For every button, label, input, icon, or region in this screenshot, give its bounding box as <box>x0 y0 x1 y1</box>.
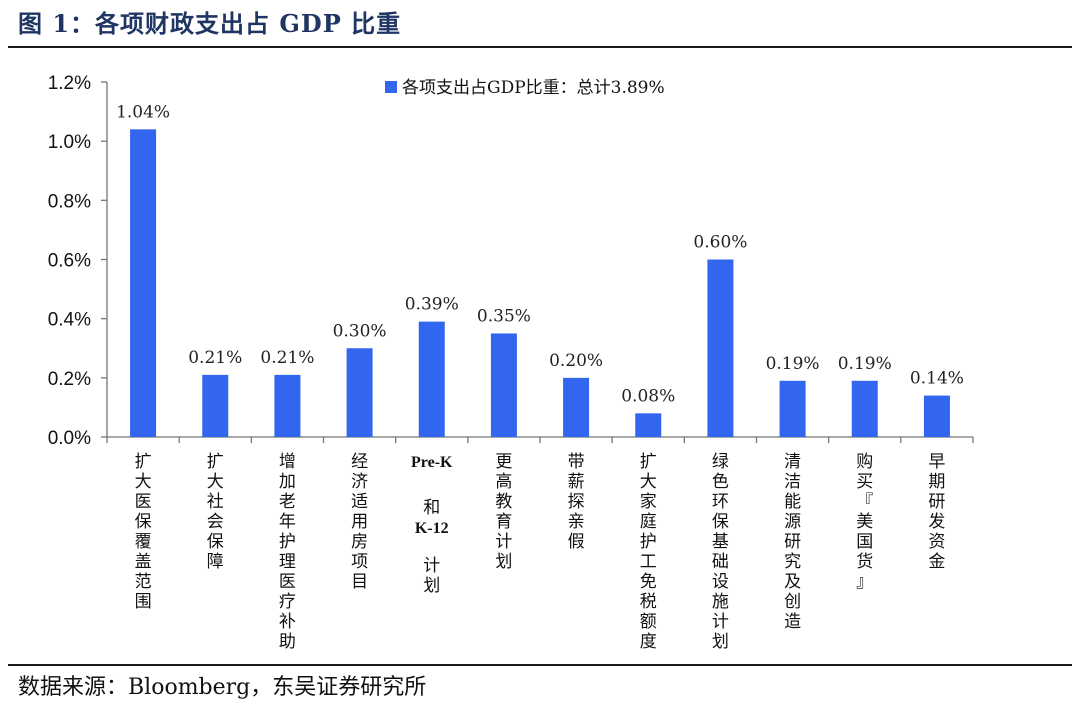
chart-legend: 各项支出占GDP比重：总计3.89% <box>385 78 665 98</box>
bar <box>490 333 517 437</box>
x-category-label: Pre-K 和 K-12 计划 <box>411 454 453 596</box>
x-category-label: 带薪探亲假 <box>568 452 585 552</box>
x-category-label: 扩大医保覆盖范围 <box>135 452 152 612</box>
bar-value-label: 0.21% <box>188 348 242 368</box>
y-tick-label: 1.2% <box>48 73 91 94</box>
bar <box>202 374 229 437</box>
bar-value-label: 0.30% <box>333 321 387 341</box>
x-category-label: 扩大家庭护工免税额度 <box>640 452 657 652</box>
source-divider <box>8 664 1072 666</box>
bar-value-label: 0.35% <box>477 306 531 326</box>
bar-series <box>130 129 950 437</box>
bar-value-label: 0.20% <box>549 351 603 371</box>
x-category-label: 早期研发资金 <box>928 452 945 572</box>
y-tick-label: 0.8% <box>48 191 91 212</box>
source-note: 数据来源：Bloomberg，东吴证券研究所 <box>18 675 427 700</box>
title-divider <box>8 46 1072 48</box>
bar-value-label: 0.19% <box>838 354 892 374</box>
bar <box>779 380 806 437</box>
bar-value-label: 0.14% <box>910 369 964 389</box>
bar <box>923 395 950 437</box>
bar <box>274 374 301 437</box>
x-category-label: 更高教育计划 <box>495 452 512 572</box>
y-tick-label: 0.2% <box>48 369 91 390</box>
y-tick-label: 1.0% <box>48 132 91 153</box>
figure-title: 图 1：各项财政支出占 GDP 比重 <box>18 9 402 38</box>
legend-label: 各项支出占GDP比重：总计3.89% <box>402 78 665 98</box>
x-category-label: 经济适用房项目 <box>351 452 368 592</box>
bar <box>346 348 373 437</box>
bar <box>130 129 157 437</box>
y-tick-label: 0.6% <box>48 251 91 272</box>
bar <box>563 377 590 437</box>
x-category-label: 扩大社会保障 <box>207 452 224 572</box>
bar <box>418 321 445 437</box>
y-tick-label: 0.0% <box>48 428 91 449</box>
bar <box>707 259 734 437</box>
bar-value-label: 1.04% <box>116 102 170 122</box>
y-axis-ticks: 0.0% 0.2% 0.4% 0.6% 0.8% 1.0% 1.2% <box>48 73 107 449</box>
chart-axes <box>106 82 974 443</box>
bar-value-label: 0.60% <box>693 233 747 253</box>
y-tick-label: 0.4% <box>48 310 91 331</box>
x-category-label: 清洁能源研究及创造 <box>784 452 801 632</box>
bar-chart: 0.0% 0.2% 0.4% 0.6% 0.8% 1.0% 1.2% 1.04% 0.21% 0… <box>48 73 974 652</box>
data-labels: 1.04% 0.21% 0.21% 0.30% 0.39% 0.35% 0.20% 0.08%… <box>116 102 964 406</box>
legend-swatch <box>385 81 397 93</box>
x-category-label: 绿色环保基础设施计划 <box>712 452 729 652</box>
x-category-label: 购买『美国货』 <box>856 452 873 592</box>
bar-value-label: 0.21% <box>260 348 314 368</box>
bar-value-label: 0.39% <box>405 295 459 315</box>
x-axis-categories: 扩大医保覆盖范围 扩大社会保障 增加老年护理医疗补助 经济适用房项目 Pre-K 和 K-1… <box>135 452 946 652</box>
bar <box>851 380 878 437</box>
x-category-label: 增加老年护理医疗补助 <box>279 452 296 652</box>
bar-value-label: 0.08% <box>621 386 675 406</box>
bar-value-label: 0.19% <box>766 354 820 374</box>
bar <box>635 413 662 437</box>
